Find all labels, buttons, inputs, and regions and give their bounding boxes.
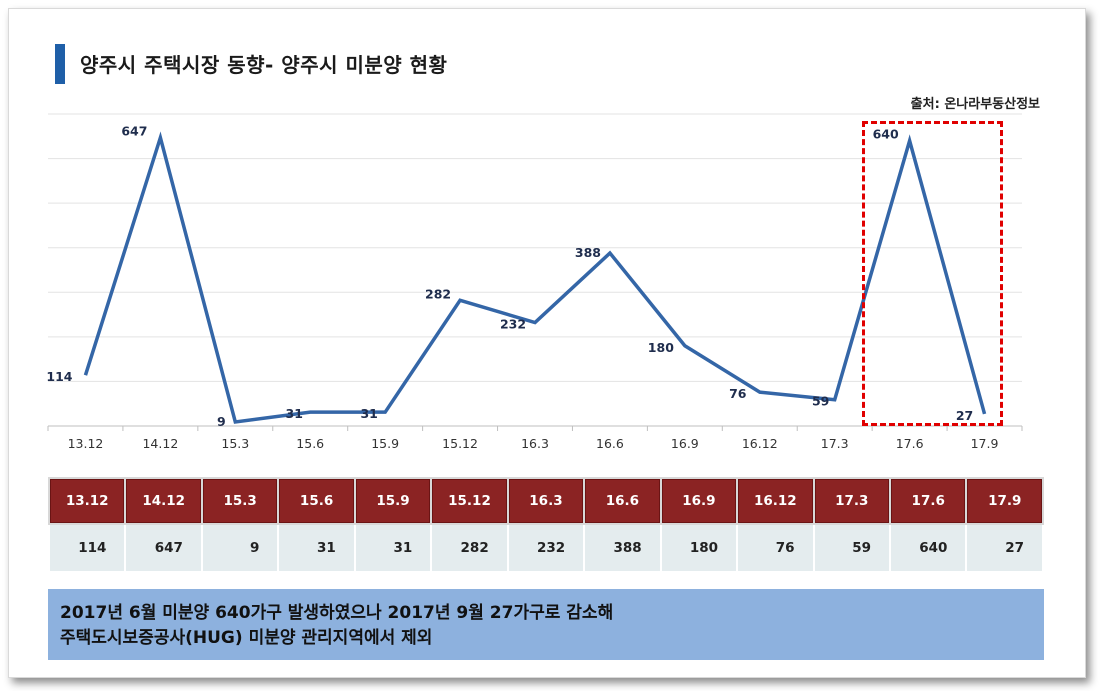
table-header-cell: 16.3: [506, 477, 586, 525]
table-value-cell: 76: [736, 524, 815, 571]
series-line: [83, 131, 987, 424]
table-value-cell: 647: [124, 524, 203, 571]
table-value-cell: 640: [888, 524, 968, 571]
x-tick-label: 16.6: [596, 436, 624, 451]
table-value-row: 114 647 9 31 31 282 232 388 180 76 59 640 27: [47, 524, 1044, 571]
highlight-box: [862, 121, 1003, 426]
table-header-cell: 15.3: [200, 477, 280, 525]
table-header-row: 13.12 14.12 15.3 15.6 15.9 15.12 16.3 16.6 16.9 1…: [47, 477, 1044, 525]
data-label: 76: [729, 386, 747, 401]
table-header-cell: 15.6: [277, 477, 356, 525]
data-label: 114: [46, 369, 72, 384]
data-label: 640: [873, 127, 899, 142]
data-label: 388: [575, 245, 601, 260]
table-value-cell: 31: [353, 524, 433, 571]
table-value-cell: 31: [277, 524, 356, 571]
data-label: 31: [286, 406, 303, 421]
table-header-cell: 16.9: [659, 477, 739, 525]
table-value-cell: 388: [583, 524, 662, 571]
table-header-cell: 15.12: [430, 477, 509, 525]
data-label: 232: [500, 317, 526, 332]
x-tick-label: 17.3: [821, 436, 849, 451]
x-tick-label: 14.12: [142, 436, 178, 451]
table-header-cell: 17.9: [965, 477, 1044, 525]
data-label: 282: [425, 286, 451, 301]
table-value-cell: 180: [659, 524, 739, 571]
data-label: 9: [217, 414, 226, 429]
x-tick-label: 15.9: [371, 436, 399, 451]
table-header-cell: 13.12: [47, 477, 127, 525]
x-tick-label: 16.9: [671, 436, 699, 451]
page-title: 양주시 주택시장 동향- 양주시 미분양 현황: [80, 53, 448, 77]
x-tick-label: 15.12: [442, 436, 478, 451]
data-label: 180: [648, 340, 674, 355]
table-value-cell: 9: [200, 524, 280, 571]
table-header-cell: 17.3: [812, 477, 891, 525]
x-tick-label: 16.12: [742, 436, 778, 451]
table-header-cell: 14.12: [124, 477, 203, 525]
x-tick-label: 15.6: [296, 436, 324, 451]
x-tick-label: 17.9: [971, 436, 999, 451]
note-line-2: 주택도시보증공사(HUG) 미분양 관리지역에서 제외: [60, 628, 433, 648]
source-label: 출처: 온나라부동산정보: [910, 97, 1040, 112]
x-tick-label: 13.12: [68, 436, 104, 451]
table-header-cell: 16.12: [736, 477, 815, 525]
table-value-cell: 59: [812, 524, 891, 571]
note-line-1: 2017년 6월 미분양 640가구 발생하였으나 2017년 9월 27가구로…: [60, 603, 614, 623]
x-tick-label: 15.3: [221, 436, 249, 451]
table-value-cell: 27: [965, 524, 1044, 571]
title-accent-bar: [55, 44, 65, 84]
table-value-cell: 114: [47, 524, 127, 571]
table-value-cell: 282: [430, 524, 509, 571]
data-table: 13.12 14.12 15.3 15.6 15.9 15.12 16.3 16.6 16.9 1…: [47, 477, 1044, 571]
x-tick-label: 17.6: [896, 436, 924, 451]
table-header-cell: 17.6: [888, 477, 968, 525]
table-value-cell: 232: [506, 524, 586, 571]
x-tick-label: 16.3: [521, 436, 549, 451]
data-label: 31: [360, 406, 377, 421]
table-header-cell: 16.6: [583, 477, 662, 525]
summary-note: 2017년 6월 미분양 640가구 발생하였으나 2017년 9월 27가구로…: [48, 589, 1044, 660]
table-header-cell: 15.9: [353, 477, 433, 525]
data-label: 59: [812, 394, 829, 409]
data-label: 647: [121, 124, 147, 139]
data-label: 27: [956, 408, 973, 423]
